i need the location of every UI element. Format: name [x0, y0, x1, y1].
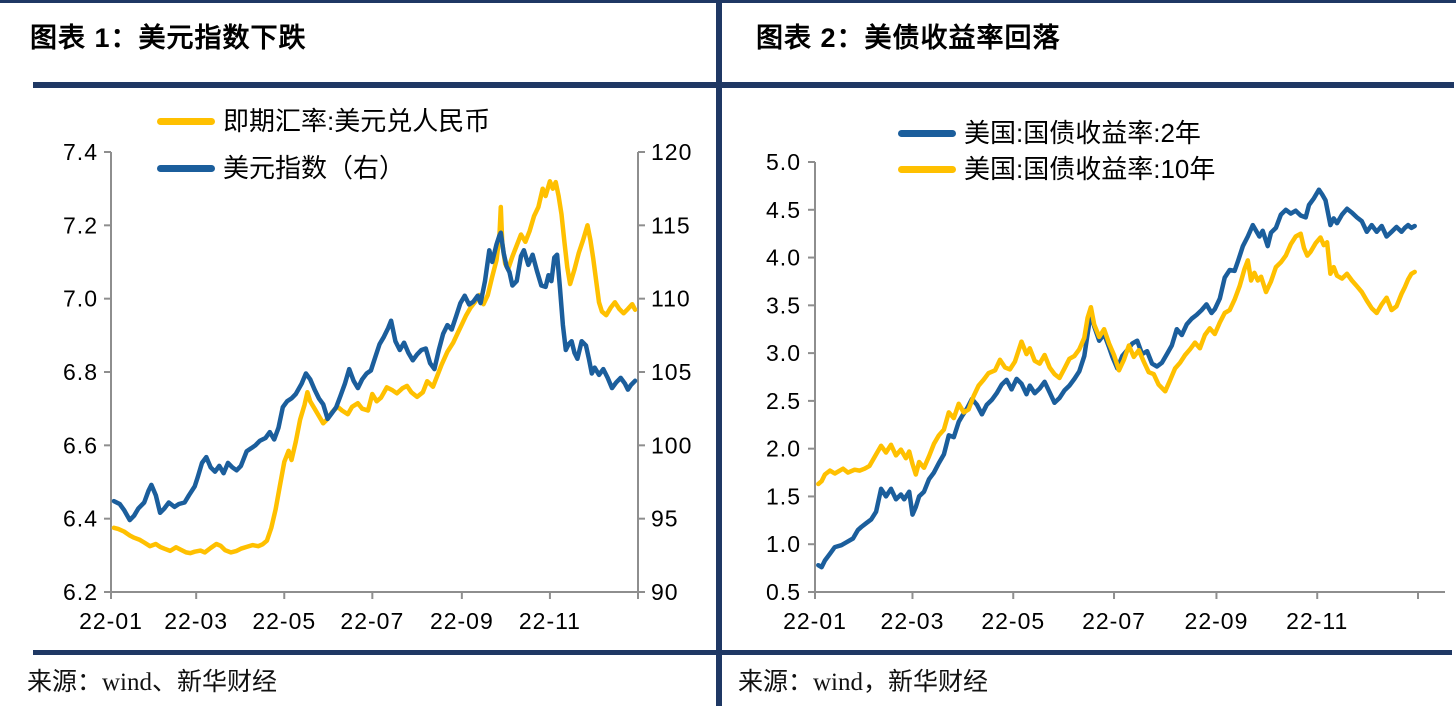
- x-axis-tick-label: 22-01: [783, 608, 847, 634]
- top-border-rule: [0, 0, 1456, 3]
- y-axis-tick-label: 7.0: [63, 286, 98, 312]
- line-swatch-icon: [898, 129, 956, 137]
- chart-2-title-rule: [722, 82, 1454, 88]
- panel-divider-rule: [716, 0, 722, 706]
- line-swatch-icon: [898, 165, 956, 173]
- y-axis-tick-label: 7.2: [63, 212, 98, 238]
- chart-2-plot: 0.5 1.0 1.5 2.0 2.5 3.0 3.5 4.0 4.5 5.0 22-01 22-03…: [766, 149, 1445, 634]
- legend-item-ust-2y: 美国:国债收益率:2年: [898, 118, 1215, 148]
- y-axis-tick-label: 3.0: [766, 340, 801, 366]
- x-axis-tick-label: 22-11: [1286, 608, 1348, 634]
- chart-1-legend: 即期汇率:美元兑人民币 美元指数（右）: [157, 106, 490, 183]
- chart-2-title: 图表 2：美债收益率回落: [756, 23, 1061, 53]
- series-line-0: [111, 179, 638, 556]
- y-axis-tick-label: 100: [651, 432, 692, 458]
- chart-2-source-rule: [722, 650, 1452, 655]
- series-line-1: [111, 230, 638, 523]
- legend-label: 美国:国债收益率:10年: [964, 154, 1216, 184]
- chart-1-source: 来源：wind、新华财经: [27, 669, 278, 696]
- y-axis-tick-label: 2.5: [766, 388, 801, 414]
- line-swatch-icon: [157, 164, 215, 172]
- x-axis-tick-label: 22-07: [340, 608, 404, 634]
- x-axis-tick-label: 22-07: [1082, 608, 1146, 634]
- x-axis-tick-label: 22-03: [164, 608, 228, 634]
- y-axis-tick-label: 4.5: [766, 197, 801, 223]
- y-axis-tick-label: 115: [651, 212, 691, 238]
- series-line-0: [816, 187, 1417, 570]
- line-swatch-icon: [157, 117, 215, 125]
- x-axis-tick-label: 22-01: [79, 608, 143, 634]
- chart-2-source: 来源：wind，新华财经: [738, 669, 989, 696]
- panel-chart-2: 图表 2：美债收益率回落 0.5 1.0 1.5 2.0 2.5 3.0 3.5 4.0 4.5…: [722, 0, 1456, 706]
- legend-item-ust-10y: 美国:国债收益率:10年: [898, 154, 1215, 184]
- legend-label: 即期汇率:美元兑人民币: [223, 106, 491, 136]
- y-axis-tick-label: 6.8: [63, 359, 98, 385]
- y-axis-tick-label: 6.6: [63, 432, 98, 458]
- x-axis-tick-label: 22-05: [981, 608, 1045, 634]
- x-axis-tick-label: 22-11: [519, 608, 581, 634]
- chart-1-title-rule: [33, 82, 716, 88]
- legend-label: 美元指数（右）: [223, 153, 406, 183]
- chart-2-legend: 美国:国债收益率:2年 美国:国债收益率:10年: [898, 118, 1215, 184]
- x-axis-tick-label: 22-03: [881, 608, 945, 634]
- chart-1-title: 图表 1：美元指数下跌: [30, 23, 307, 53]
- y-axis-tick-label: 1.0: [766, 531, 801, 557]
- y-axis-tick-label: 7.4: [63, 139, 98, 165]
- series-line-1: [816, 231, 1417, 487]
- y-axis-tick-label: 3.5: [766, 292, 801, 318]
- y-axis-tick-label: 120: [651, 139, 692, 165]
- y-axis-tick-label: 1.5: [766, 483, 801, 509]
- y-axis-tick-label: 90: [651, 579, 679, 605]
- y-axis-tick-label: 5.0: [766, 149, 801, 175]
- chart-1-plot: 6.2 6.4 6.6 6.8 7.0 7.2 7.4 90 95 100 105 110 115 120…: [63, 139, 692, 634]
- legend-item-dollar-index: 美元指数（右）: [157, 153, 490, 183]
- y-axis-tick-label: 105: [651, 359, 692, 385]
- y-axis-tick-label: 95: [651, 506, 679, 532]
- x-axis-tick-label: 22-09: [1185, 608, 1249, 634]
- panel-chart-1: 图表 1：美元指数下跌 6.2 6.4 6.6 6.8 7.0 7.2 7.4 90 95 100…: [0, 0, 716, 706]
- y-axis-tick-label: 6.2: [63, 579, 98, 605]
- legend-item-usdcny: 即期汇率:美元兑人民币: [157, 106, 490, 136]
- y-axis-tick-label: 4.0: [766, 245, 801, 271]
- x-axis-tick-label: 22-05: [252, 608, 316, 634]
- y-axis-tick-label: 0.5: [766, 579, 801, 605]
- x-axis-tick-label: 22-09: [430, 608, 494, 634]
- chart-1-source-rule: [33, 650, 716, 655]
- y-axis-tick-label: 6.4: [63, 506, 98, 532]
- legend-label: 美国:国债收益率:2年: [964, 118, 1201, 148]
- y-axis-tick-label: 2.0: [766, 436, 801, 462]
- y-axis-tick-label: 110: [651, 286, 691, 312]
